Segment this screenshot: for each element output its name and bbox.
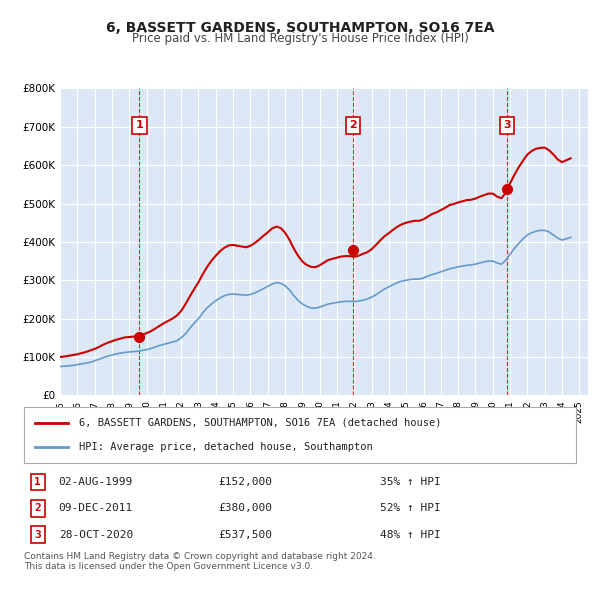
Text: 3: 3 — [503, 120, 511, 130]
Text: 1: 1 — [136, 120, 143, 130]
Text: 2: 2 — [34, 503, 41, 513]
Text: £537,500: £537,500 — [218, 530, 272, 540]
Text: 6, BASSETT GARDENS, SOUTHAMPTON, SO16 7EA (detached house): 6, BASSETT GARDENS, SOUTHAMPTON, SO16 7E… — [79, 418, 442, 428]
Text: 3: 3 — [34, 530, 41, 540]
Text: £152,000: £152,000 — [218, 477, 272, 487]
Text: 09-DEC-2011: 09-DEC-2011 — [59, 503, 133, 513]
Text: HPI: Average price, detached house, Southampton: HPI: Average price, detached house, Sout… — [79, 442, 373, 453]
Text: 48% ↑ HPI: 48% ↑ HPI — [380, 530, 441, 540]
Text: £380,000: £380,000 — [218, 503, 272, 513]
Text: 52% ↑ HPI: 52% ↑ HPI — [380, 503, 441, 513]
Text: 02-AUG-1999: 02-AUG-1999 — [59, 477, 133, 487]
Text: Contains HM Land Registry data © Crown copyright and database right 2024.
This d: Contains HM Land Registry data © Crown c… — [24, 552, 376, 571]
Text: 2: 2 — [349, 120, 357, 130]
Text: Price paid vs. HM Land Registry's House Price Index (HPI): Price paid vs. HM Land Registry's House … — [131, 32, 469, 45]
Text: 1: 1 — [34, 477, 41, 487]
Text: 35% ↑ HPI: 35% ↑ HPI — [380, 477, 441, 487]
Text: 28-OCT-2020: 28-OCT-2020 — [59, 530, 133, 540]
Text: 6, BASSETT GARDENS, SOUTHAMPTON, SO16 7EA: 6, BASSETT GARDENS, SOUTHAMPTON, SO16 7E… — [106, 21, 494, 35]
